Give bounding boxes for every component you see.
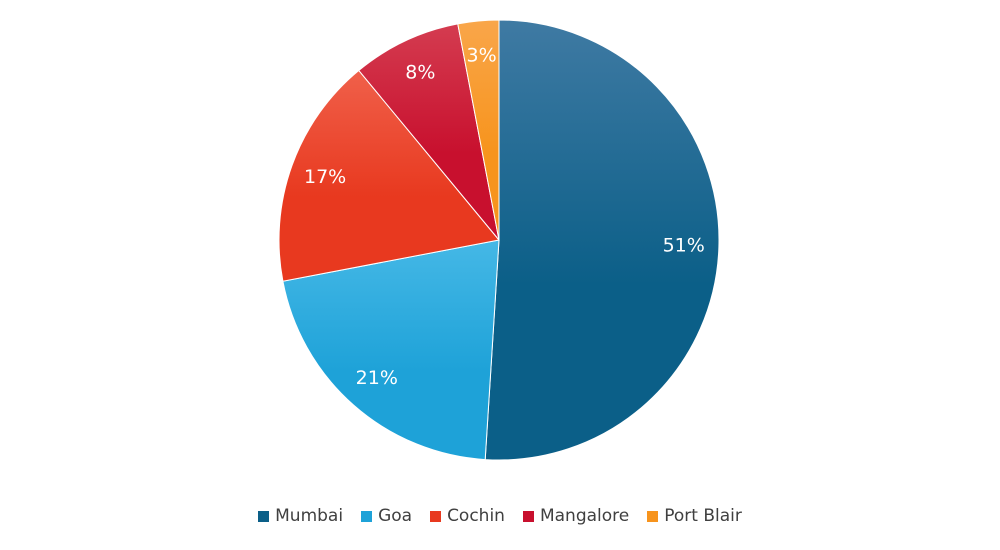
data-label-mumbai: 51% — [663, 234, 705, 256]
legend-item-goa: Goa — [361, 506, 412, 526]
data-label-port-blair: 3% — [467, 45, 497, 67]
pie-slice-goa — [282, 239, 500, 461]
legend-item-mumbai: Mumbai — [258, 506, 343, 526]
legend: Mumbai Goa Cochin Mangalore Port Blair — [0, 506, 1000, 526]
legend-item-port-blair: Port Blair — [647, 506, 742, 526]
pie-slice-mumbai — [484, 19, 720, 461]
pie-slice-port-blair — [457, 19, 500, 241]
data-label-goa: 21% — [356, 367, 398, 389]
pie-slice-mangalore — [358, 23, 500, 241]
legend-swatch-goa — [361, 510, 373, 522]
legend-swatch-mangalore — [522, 510, 534, 522]
legend-item-mangalore: Mangalore — [522, 506, 630, 526]
legend-label-port-blair: Port Blair — [664, 506, 742, 526]
legend-label-goa: Goa — [378, 506, 413, 526]
pie-slices — [278, 19, 720, 461]
legend-label-mumbai: Mumbai — [275, 506, 344, 526]
legend-item-cochin: Cochin — [430, 506, 505, 526]
legend-swatch-mumbai — [258, 510, 270, 522]
pie-slice-cochin — [278, 69, 500, 282]
pie-data-labels: 51% 21% 17% 8% 3% — [304, 45, 705, 390]
data-label-mangalore: 8% — [405, 61, 435, 83]
legend-label-cochin: Cochin — [447, 506, 505, 526]
legend-swatch-cochin — [430, 510, 442, 522]
legend-label-mangalore: Mangalore — [539, 506, 630, 526]
legend-swatch-port-blair — [647, 510, 659, 522]
data-label-cochin: 17% — [304, 166, 346, 188]
